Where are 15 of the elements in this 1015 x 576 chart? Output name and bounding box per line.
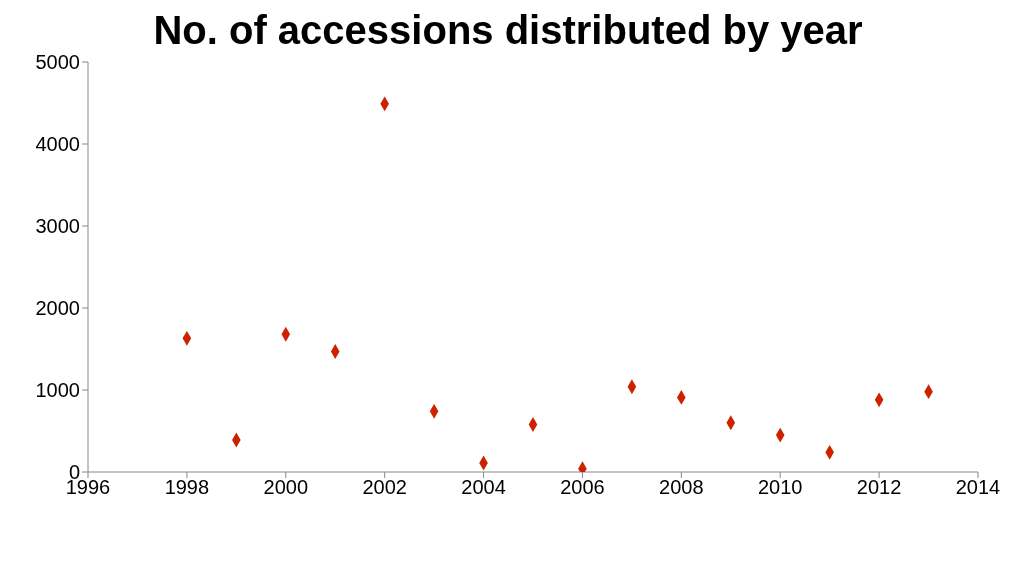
x-tick-label: 2010: [757, 476, 803, 499]
x-tick-label: 2008: [659, 476, 704, 499]
x-tick-label: 2002: [362, 476, 407, 499]
x-tick-label: 2012: [856, 476, 902, 499]
y-tick-label: 4000: [35, 133, 80, 156]
x-tick-label: 1998: [164, 476, 210, 499]
y-tick-label: 1000: [35, 379, 80, 402]
x-tick-label: 2006: [560, 476, 605, 499]
y-tick-label: 2000: [35, 297, 80, 320]
x-tick-label: 2000: [263, 476, 309, 499]
x-tick-label: 2014: [955, 476, 1001, 499]
y-tick-label: 3000: [35, 215, 80, 238]
y-tick-label: 5000: [35, 51, 80, 74]
x-tick-label: 2004: [461, 476, 506, 499]
chart-title: No. of accessions distributed by year: [152, 8, 864, 52]
